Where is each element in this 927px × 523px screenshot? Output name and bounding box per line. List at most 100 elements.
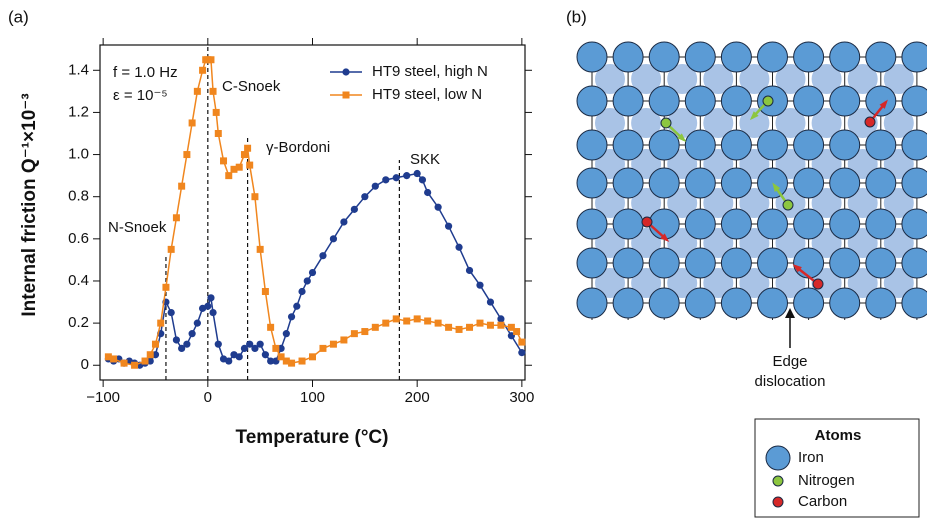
data-point	[424, 317, 432, 325]
iron-atom	[793, 41, 825, 73]
light-iron-atom	[703, 188, 734, 218]
data-point	[167, 245, 175, 253]
iron-atom	[648, 247, 680, 279]
data-point	[444, 222, 453, 230]
data-point	[246, 340, 254, 348]
light-iron-atom	[811, 228, 842, 258]
legend-icon	[772, 475, 784, 487]
annotation: N-Snoek	[108, 219, 167, 236]
data-point	[146, 351, 154, 359]
data-point	[207, 294, 215, 302]
data-point	[455, 325, 463, 333]
iron-atom	[720, 247, 752, 279]
light-iron-atom	[811, 149, 842, 179]
data-point	[476, 281, 484, 289]
light-iron-atom	[775, 228, 806, 258]
migration-arrow-head	[879, 99, 888, 109]
data-point	[188, 330, 196, 338]
data-point	[204, 302, 212, 310]
iron-atom	[901, 208, 927, 240]
iron-atom	[576, 247, 608, 279]
iron-atom	[793, 167, 825, 199]
iron-atom	[648, 85, 680, 117]
data-point	[167, 308, 175, 317]
data-point	[418, 176, 427, 184]
iron-atom	[793, 208, 825, 240]
iron-atom	[576, 129, 608, 161]
data-point	[382, 319, 390, 327]
iron-atom	[829, 85, 861, 117]
data-point	[497, 321, 505, 329]
iron-atom	[720, 85, 752, 117]
light-iron-atom	[883, 268, 914, 298]
data-point	[518, 338, 526, 346]
data-point	[277, 353, 285, 361]
light-iron-atom	[631, 108, 662, 138]
data-point	[434, 319, 442, 327]
x-tick-label: 300	[509, 389, 534, 406]
data-point	[172, 336, 181, 344]
iron-atom	[865, 129, 897, 161]
carbon-atom	[812, 278, 824, 290]
iron-atom	[648, 129, 680, 161]
data-point	[319, 344, 327, 352]
light-iron-atom	[847, 188, 878, 218]
iron-atom	[720, 287, 752, 319]
light-iron-atom	[631, 228, 662, 258]
data-point	[209, 87, 217, 95]
iron-atom	[576, 85, 608, 117]
iron-atom	[648, 41, 680, 73]
light-iron-atom	[667, 228, 698, 258]
iron-atom	[612, 41, 644, 73]
iron-atom	[793, 129, 825, 161]
data-point	[256, 245, 264, 253]
light-iron-atom	[703, 268, 734, 298]
data-point	[261, 351, 269, 359]
data-point	[293, 302, 301, 310]
data-point	[392, 174, 400, 182]
data-point	[246, 161, 254, 169]
data-point	[209, 308, 217, 317]
annotation: SKK	[410, 151, 440, 168]
iron-atom	[865, 41, 897, 73]
annotation: γ-Bordoni	[266, 139, 330, 156]
data-point	[151, 340, 159, 348]
data-point	[183, 340, 191, 348]
light-iron-atom	[847, 64, 878, 94]
light-iron-atom	[883, 108, 914, 138]
iron-atom	[901, 85, 927, 117]
data-point	[225, 172, 233, 180]
iron-atom	[720, 129, 752, 161]
light-iron-atom	[883, 64, 914, 94]
data-point	[288, 359, 296, 367]
iron-atom	[901, 247, 927, 279]
light-iron-atom	[811, 108, 842, 138]
light-iron-atom	[667, 149, 698, 179]
data-point	[518, 349, 526, 357]
nitrogen-atom	[762, 95, 774, 107]
data-point	[413, 169, 421, 178]
legend-marker	[342, 68, 350, 76]
light-iron-atom	[883, 149, 914, 179]
carbon-atom	[641, 216, 653, 228]
data-point	[157, 319, 165, 327]
light-iron-atom	[811, 188, 842, 218]
data-point	[507, 323, 515, 331]
series-line	[108, 58, 523, 367]
iron-atom	[901, 167, 927, 199]
diagram-label: Edge	[772, 353, 807, 370]
migration-arrow-head	[660, 233, 670, 243]
light-iron-atom	[811, 64, 842, 94]
data-point	[172, 214, 180, 222]
light-iron-atom	[847, 268, 878, 298]
data-point	[193, 87, 201, 95]
iron-atom	[829, 208, 861, 240]
data-point	[497, 315, 505, 323]
data-point	[188, 119, 196, 127]
data-point	[193, 319, 201, 327]
data-point	[214, 129, 222, 137]
nitrogen-atom	[782, 199, 794, 211]
data-point	[235, 353, 243, 361]
light-iron-atom	[775, 268, 806, 298]
migration-arrow-head	[749, 111, 759, 121]
